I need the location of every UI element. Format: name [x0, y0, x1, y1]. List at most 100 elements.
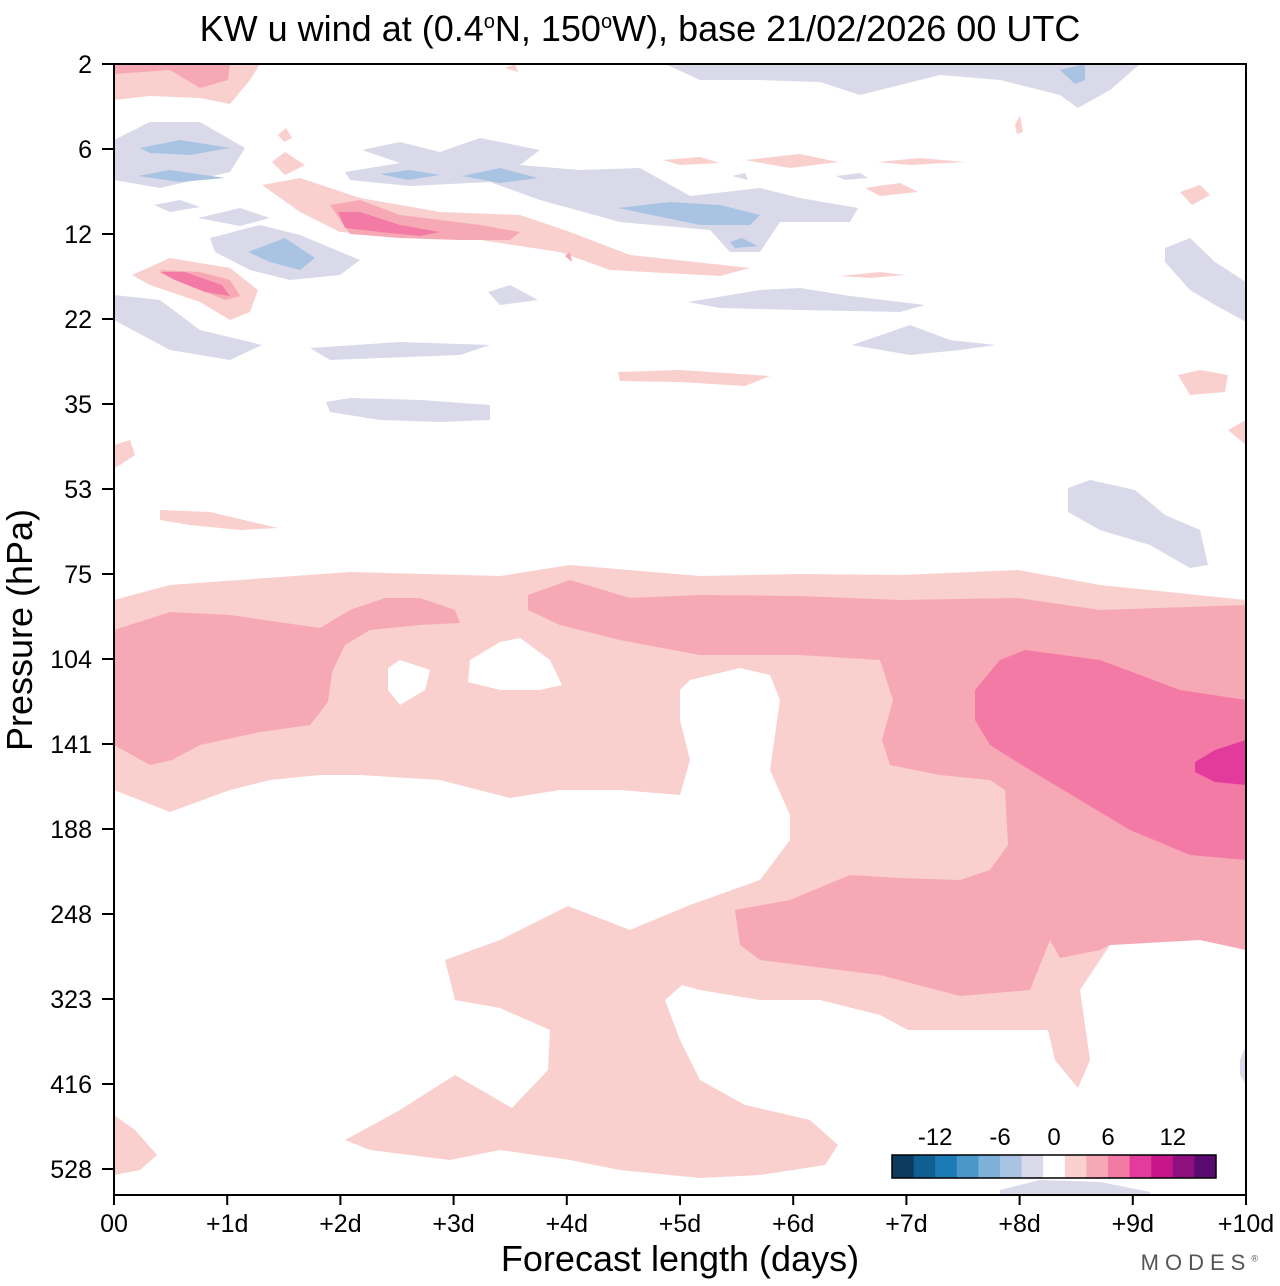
contour-region	[310, 342, 490, 360]
y-axis: 2 6 12 22 35 53 75 104 141 188 248 323 416 528	[50, 51, 114, 1184]
colorbar-frame	[891, 1154, 1217, 1179]
y-tick-label: 22	[64, 306, 92, 334]
x-tick-label: 00	[100, 1210, 128, 1238]
x-axis-label: Forecast length (days)	[500, 1238, 860, 1279]
colorbar-tick-label: -6	[989, 1124, 1010, 1151]
contour-region	[114, 64, 230, 88]
x-tick-label: +9d	[1112, 1210, 1154, 1238]
x-tick-label: +8d	[998, 1210, 1040, 1238]
colorbar-swatch	[956, 1155, 979, 1178]
colorbar-legend: -12 -6 0 6 12	[891, 1124, 1217, 1179]
y-tick-label: 12	[64, 221, 92, 249]
x-tick-label: +1d	[206, 1210, 248, 1238]
contour-region	[745, 154, 838, 168]
contour-region	[836, 173, 868, 180]
contour-region	[462, 168, 538, 183]
x-tick-label: +3d	[432, 1210, 474, 1238]
contour-region	[114, 1115, 157, 1175]
colorbar-swatch	[892, 1155, 915, 1178]
colorbar-swatch	[1021, 1155, 1044, 1178]
contour-region	[160, 510, 278, 530]
contour-region	[198, 208, 270, 226]
contour-region	[956, 938, 966, 943]
colorbar-swatch	[1172, 1155, 1195, 1178]
contour-region	[1180, 185, 1210, 205]
contour-region	[618, 370, 770, 386]
contour-region	[388, 660, 430, 705]
contour-region	[468, 638, 562, 690]
x-axis: 00 +1d +2d +3d +4d +5d +6d +7d +8d +9d +10d	[100, 1195, 1274, 1238]
contour-region	[1165, 238, 1246, 322]
contour-region	[338, 212, 440, 236]
contour-region	[665, 64, 1140, 108]
y-tick-label: 323	[50, 986, 92, 1014]
y-tick-label: 141	[50, 731, 92, 759]
y-tick-label: 6	[78, 136, 92, 164]
colorbar-tick-label: 12	[1159, 1124, 1186, 1151]
y-tick-label: 53	[64, 476, 92, 504]
contour-region	[688, 288, 925, 312]
contour-region	[114, 295, 262, 360]
contour-region	[878, 158, 965, 165]
contour-fills	[114, 64, 1246, 1195]
y-tick-label: 35	[64, 391, 92, 419]
contour-region	[505, 64, 518, 72]
contour-region	[618, 202, 760, 225]
colorbar-tick-label: -12	[918, 1124, 953, 1151]
contour-region	[114, 598, 460, 765]
contour-region	[1060, 64, 1085, 84]
colorbar-swatch	[1151, 1155, 1174, 1178]
contour-region	[730, 238, 758, 248]
y-tick-label: 528	[50, 1156, 92, 1184]
y-tick-label: 75	[64, 561, 92, 589]
contour-region	[154, 200, 200, 212]
contour-region	[852, 325, 996, 355]
colorbar-swatch	[935, 1155, 958, 1178]
contour-region	[278, 128, 292, 142]
x-tick-label: +5d	[659, 1210, 701, 1238]
contour-region	[380, 170, 440, 180]
colorbar-swatch	[913, 1155, 936, 1178]
contour-region	[840, 272, 905, 278]
contour-region	[160, 272, 230, 296]
colorbar-swatch	[1086, 1155, 1109, 1178]
contour-region	[732, 173, 748, 180]
y-tick-label: 416	[50, 1071, 92, 1099]
x-tick-label: +10d	[1218, 1210, 1274, 1238]
contour-region	[114, 440, 135, 468]
brand-logo: MODES®	[1140, 1250, 1258, 1275]
chart-title: KW u wind at (0.4oN, 150oW), base 21/02/…	[199, 8, 1081, 49]
y-tick-label: 248	[50, 901, 92, 929]
colorbar-swatch	[1000, 1155, 1023, 1178]
contour-region	[262, 178, 750, 276]
y-tick-label: 104	[50, 646, 92, 674]
contour-region	[1178, 370, 1228, 395]
colorbar-tick-label: 0	[1047, 1124, 1060, 1151]
contour-region	[1068, 480, 1208, 568]
contour-region	[1240, 1045, 1246, 1085]
contour-region	[272, 152, 305, 175]
colorbar-tick-label: 6	[1101, 1124, 1114, 1151]
colorbar-swatch	[1129, 1155, 1152, 1178]
contour-region	[565, 252, 572, 262]
y-tick-label: 2	[78, 51, 92, 79]
contour-region	[1015, 115, 1023, 134]
contour-region	[1000, 1180, 1150, 1195]
colorbar-swatch	[978, 1155, 1001, 1178]
contour-region	[1228, 420, 1246, 445]
contour-region	[865, 183, 918, 196]
contour-region	[248, 238, 315, 270]
y-axis-label: Pressure (hPa)	[0, 508, 40, 752]
contour-region	[138, 170, 225, 182]
colorbar-swatch	[1108, 1155, 1131, 1178]
x-tick-label: +4d	[546, 1210, 588, 1238]
x-tick-label: +7d	[885, 1210, 927, 1238]
colorbar-swatch	[1194, 1155, 1217, 1178]
contour-region	[114, 122, 245, 188]
contour-region	[663, 157, 720, 165]
contour-region	[140, 140, 230, 155]
contour-region	[975, 650, 1246, 860]
contour-region	[488, 285, 538, 305]
x-tick-label: +2d	[319, 1210, 361, 1238]
